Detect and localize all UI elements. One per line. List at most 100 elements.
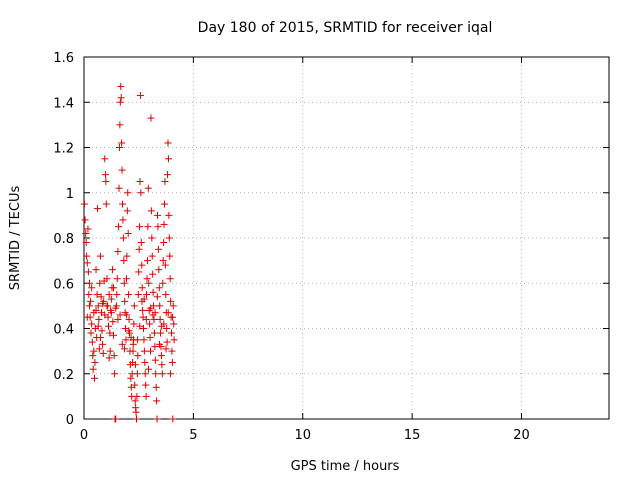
data-point xyxy=(143,291,151,299)
data-point xyxy=(146,334,154,342)
data-point xyxy=(99,349,107,357)
data-point xyxy=(160,320,168,328)
x-tick-label: 10 xyxy=(294,428,311,443)
data-point xyxy=(88,338,96,346)
data-point xyxy=(110,284,118,292)
data-point xyxy=(145,279,153,287)
data-point xyxy=(114,248,122,256)
data-point xyxy=(162,345,170,353)
data-point xyxy=(137,189,145,197)
data-point xyxy=(85,291,93,299)
data-point xyxy=(115,144,123,151)
data-point xyxy=(120,345,128,353)
y-tick-label: 1.2 xyxy=(53,142,74,157)
data-point xyxy=(134,291,142,299)
data-point xyxy=(139,306,147,314)
data-point xyxy=(130,320,138,328)
data-point xyxy=(166,252,174,260)
data-point xyxy=(151,309,159,317)
data-point xyxy=(84,225,92,233)
data-point xyxy=(107,295,115,303)
data-point xyxy=(99,300,107,308)
data-point xyxy=(87,297,95,305)
data-point xyxy=(119,200,126,208)
data-point xyxy=(160,220,168,228)
data-point xyxy=(169,302,177,310)
y-tick-label: 0.4 xyxy=(53,323,74,338)
y-tick-label: 0.2 xyxy=(53,368,74,383)
data-point xyxy=(140,347,148,355)
data-point xyxy=(94,205,102,213)
y-axis-label: SRMTID / TECUs xyxy=(8,186,23,291)
data-point xyxy=(91,358,99,366)
data-point xyxy=(122,336,130,344)
data-point xyxy=(164,309,172,317)
data-point xyxy=(161,200,168,208)
data-point xyxy=(96,279,104,287)
data-point xyxy=(152,383,160,391)
data-point xyxy=(96,252,104,260)
y-tick-label: 1 xyxy=(66,187,74,202)
data-point xyxy=(85,302,93,310)
y-tick-label: 0 xyxy=(66,413,74,428)
data-point xyxy=(118,166,126,174)
data-point xyxy=(130,302,138,310)
data-point xyxy=(162,291,170,299)
data-point xyxy=(132,408,140,416)
data-point xyxy=(118,139,126,147)
data-point xyxy=(161,261,169,269)
data-point xyxy=(142,381,150,389)
data-point xyxy=(116,121,124,129)
data-point xyxy=(97,293,105,301)
data-point xyxy=(112,304,120,312)
data-point xyxy=(138,284,146,292)
data-point xyxy=(81,216,89,224)
data-point xyxy=(149,288,157,296)
data-point xyxy=(95,315,103,323)
x-axis-ticks: 0 5 10 15 20 xyxy=(80,57,530,443)
data-point xyxy=(109,318,117,326)
data-point xyxy=(123,207,131,215)
data-point xyxy=(83,252,91,260)
data-point xyxy=(118,340,126,348)
data-point xyxy=(117,94,125,102)
data-point xyxy=(110,331,118,339)
x-tick-label: 15 xyxy=(404,428,421,443)
data-point xyxy=(103,275,111,283)
data-point xyxy=(125,291,133,299)
grid-lines xyxy=(84,57,609,419)
data-point xyxy=(148,234,156,242)
data-point xyxy=(127,334,135,342)
y-axis-ticks: 0 0.2 0.4 0.6 0.8 1 1.2 1.4 1.6 xyxy=(53,51,609,428)
data-point xyxy=(155,340,163,348)
data-point xyxy=(168,329,175,337)
chart-title: Day 180 of 2015, SRMTID for receiver iqa… xyxy=(198,20,493,36)
y-tick-label: 0.8 xyxy=(53,232,74,247)
data-points xyxy=(80,82,178,423)
data-point xyxy=(133,392,141,400)
y-tick-label: 1.4 xyxy=(53,96,74,111)
data-point xyxy=(114,315,122,323)
data-point xyxy=(90,309,98,317)
data-point xyxy=(138,261,146,269)
data-point xyxy=(154,211,161,219)
data-point xyxy=(140,325,147,332)
data-point xyxy=(82,239,90,247)
data-point xyxy=(89,365,97,373)
data-point xyxy=(113,291,121,299)
data-point xyxy=(144,223,152,231)
data-point xyxy=(101,311,109,319)
data-point xyxy=(88,284,96,292)
data-point xyxy=(101,155,109,163)
data-point xyxy=(138,297,146,305)
data-point xyxy=(134,352,142,360)
data-point xyxy=(112,415,120,423)
data-point xyxy=(145,365,153,373)
x-tick-label: 0 xyxy=(80,428,88,443)
data-point xyxy=(163,338,171,346)
data-point xyxy=(153,293,161,301)
data-point xyxy=(94,302,102,310)
data-point xyxy=(169,313,177,321)
data-point xyxy=(135,268,143,276)
